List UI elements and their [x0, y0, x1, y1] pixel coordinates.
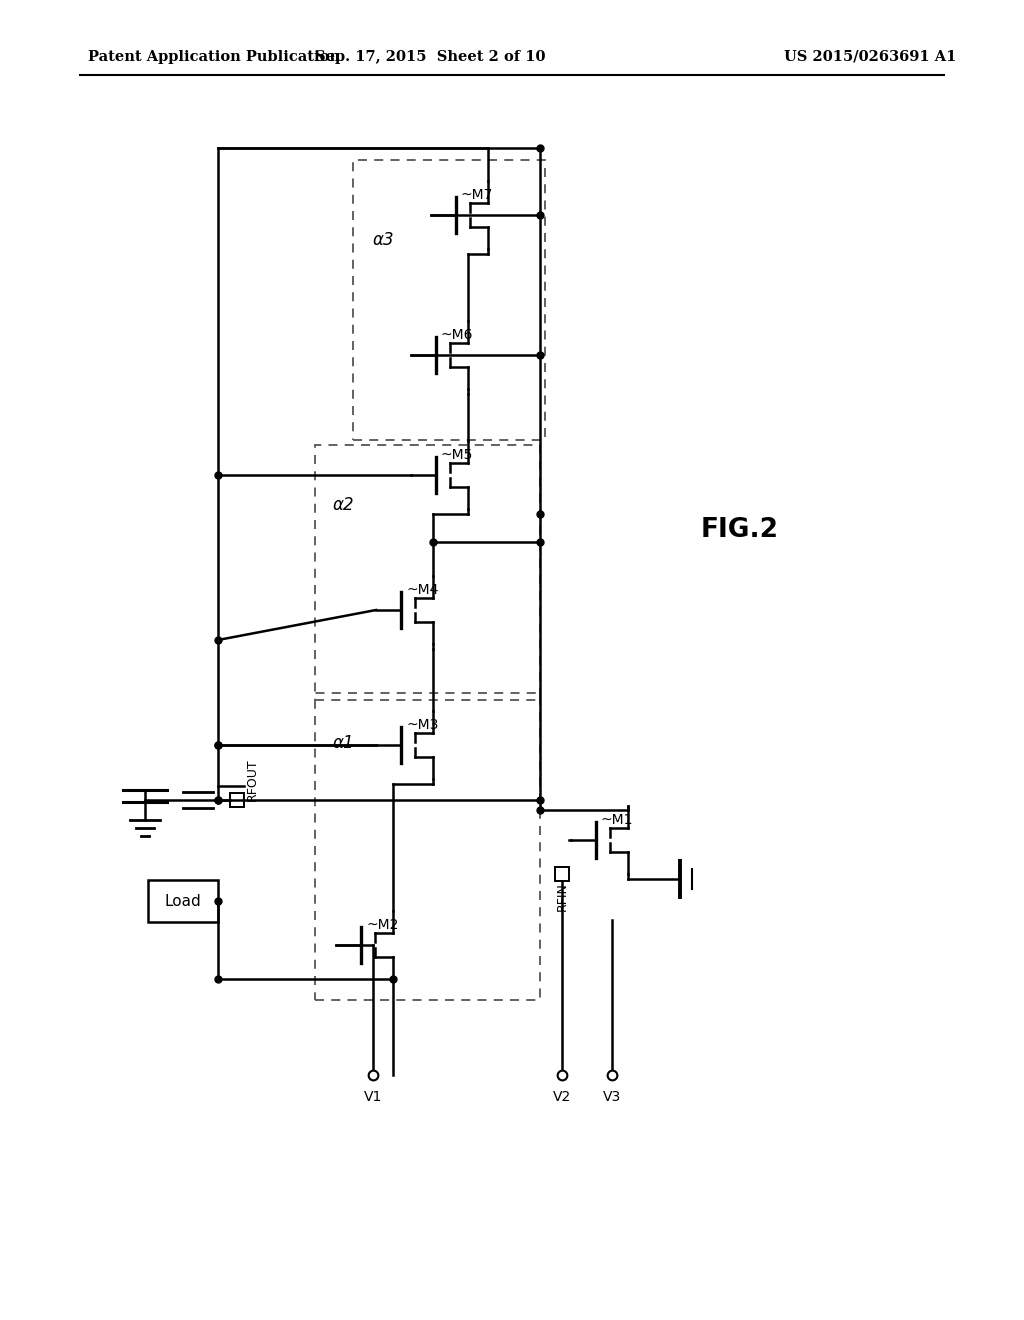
Text: FIG.2: FIG.2 [701, 517, 779, 543]
Text: α2: α2 [332, 496, 354, 513]
Text: Sep. 17, 2015  Sheet 2 of 10: Sep. 17, 2015 Sheet 2 of 10 [314, 50, 545, 63]
Text: Load: Load [165, 894, 202, 908]
Text: α1: α1 [332, 734, 354, 752]
Text: V1: V1 [364, 1090, 382, 1104]
Text: V2: V2 [553, 1090, 571, 1104]
Text: US 2015/0263691 A1: US 2015/0263691 A1 [783, 50, 956, 63]
Bar [315, 693, 540, 1001]
Text: V3: V3 [603, 1090, 622, 1104]
Text: ~M1: ~M1 [601, 813, 634, 828]
Bar [555, 867, 569, 880]
Text: ~M5: ~M5 [441, 447, 473, 462]
Bar [230, 793, 244, 807]
Text: α3: α3 [372, 231, 394, 249]
Text: Patent Application Publication: Patent Application Publication [88, 50, 340, 63]
Text: ~M2: ~M2 [366, 917, 398, 932]
Bar [353, 160, 545, 440]
Text: RFIN: RFIN [555, 883, 568, 911]
Bar [315, 445, 540, 700]
Text: ~M6: ~M6 [441, 327, 473, 342]
Text: ~M3: ~M3 [406, 718, 438, 733]
Text: ~M7: ~M7 [461, 187, 494, 202]
Bar [148, 880, 218, 921]
Text: RFOUT: RFOUT [246, 759, 258, 801]
Text: ~M4: ~M4 [406, 583, 438, 597]
